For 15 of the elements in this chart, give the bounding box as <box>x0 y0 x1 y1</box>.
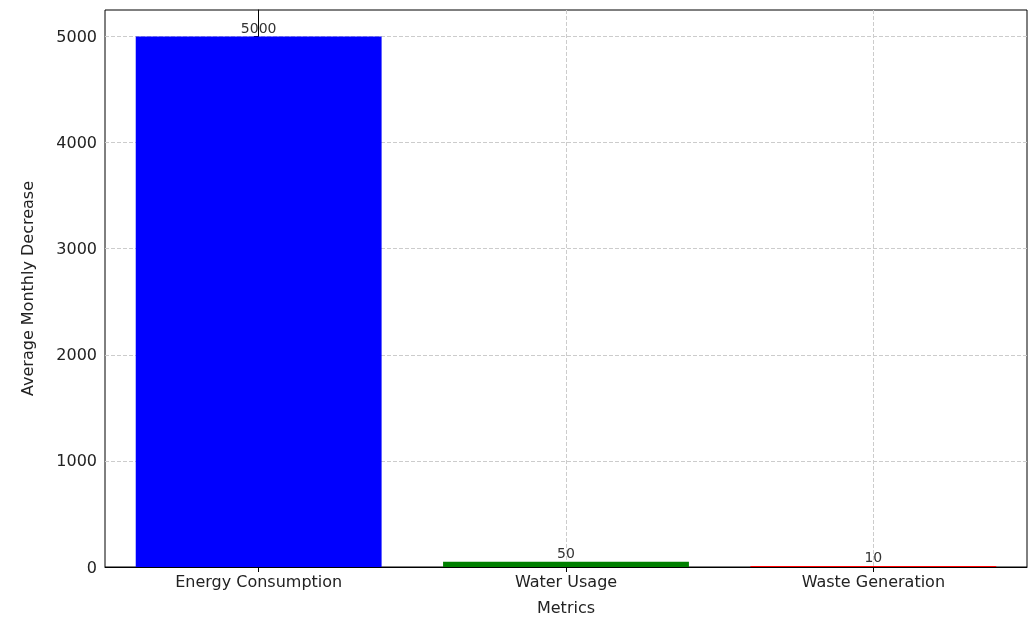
y-tick-label: 1000 <box>56 451 97 471</box>
y-tick-label: 0 <box>86 557 97 577</box>
x-tick-label: Water Usage <box>514 571 618 591</box>
x-tick-label: Energy Consumption <box>175 571 343 591</box>
x-tick-label: Waste Generation <box>801 571 946 591</box>
bar <box>443 561 689 567</box>
bar <box>135 36 382 567</box>
data-label: 50 <box>557 544 575 561</box>
y-tick-label: 2000 <box>56 345 97 365</box>
y-axis-title: Average Monthly Decrease <box>17 181 37 396</box>
x-axis-title: Metrics <box>536 597 596 617</box>
y-tick-label: 3000 <box>56 239 97 259</box>
y-tick-label: 4000 <box>56 133 97 153</box>
data-label: 10 <box>864 548 883 565</box>
y-tick-label: 5000 <box>56 27 97 47</box>
